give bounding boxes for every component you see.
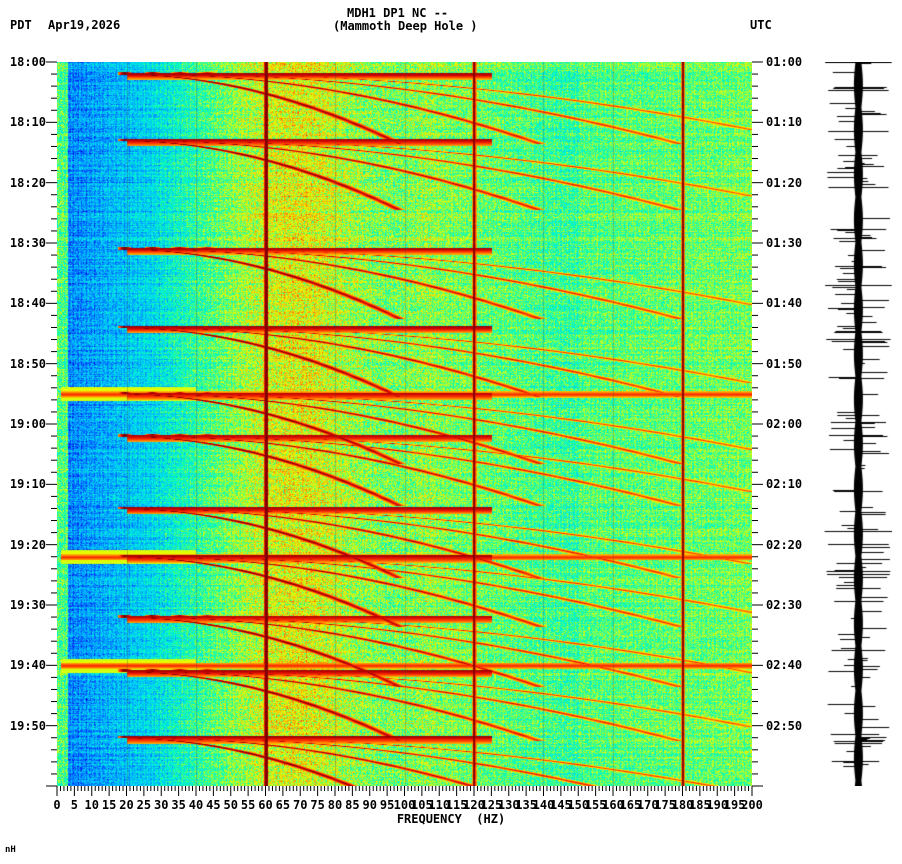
frequency-tick-label: 125 xyxy=(480,798,503,812)
frequency-tick-label: 180 xyxy=(671,798,694,812)
time-tick-label-utc: 01:00 xyxy=(766,55,803,69)
time-tick-label-utc: 02:40 xyxy=(766,658,803,673)
time-tick-label-pdt: 18:20 xyxy=(9,175,46,190)
frequency-tick-label: 95 xyxy=(379,798,395,812)
frequency-tick-label: 20 xyxy=(119,798,134,812)
frequency-tick-label: 5 xyxy=(70,798,78,812)
frequency-axis-title: FREQUENCY (HZ) xyxy=(396,812,506,826)
frequency-tick-label: 115 xyxy=(445,798,468,812)
time-tick-label-utc: 02:10 xyxy=(766,477,803,492)
frequency-tick-label: 25 xyxy=(136,798,152,812)
frequency-tick-label: 15 xyxy=(101,798,117,812)
station-title-line2: (Mammoth Deep Hole ) xyxy=(333,19,478,33)
timezone-label-right: UTC xyxy=(750,18,772,32)
frequency-tick-label: 100 xyxy=(393,798,416,812)
time-tick-label-pdt: 19:00 xyxy=(9,417,46,431)
frequency-tick-label: 185 xyxy=(689,798,711,812)
frequency-tick-label: 190 xyxy=(706,798,729,812)
frequency-tick-label: 55 xyxy=(240,798,256,812)
frequency-tick-label: 145 xyxy=(550,798,572,812)
time-tick-label-utc: 01:10 xyxy=(766,115,803,130)
time-tick-label-utc: 02:20 xyxy=(766,537,803,552)
frequency-tick-label: 0 xyxy=(53,798,61,812)
time-tick-label-utc: 02:30 xyxy=(766,598,803,612)
time-tick-label-utc: 01:50 xyxy=(766,356,803,371)
frequency-tick-label: 175 xyxy=(654,798,676,812)
time-tick-label-pdt: 18:40 xyxy=(9,296,46,311)
station-title-line1: MDH1 DP1 NC -- xyxy=(347,6,449,20)
frequency-tick-label: 195 xyxy=(723,798,746,812)
frequency-tick-label: 120 xyxy=(463,798,485,812)
frequency-tick-label: 155 xyxy=(584,798,607,812)
time-tick-label-utc: 02:50 xyxy=(766,718,803,733)
time-tick-label-utc: 01:30 xyxy=(766,236,803,250)
time-tick-label-pdt: 19:30 xyxy=(9,598,46,612)
corner-mark: nH xyxy=(5,845,16,855)
timezone-label-left: PDT xyxy=(10,18,32,32)
time-tick-label-pdt: 19:50 xyxy=(9,718,46,733)
time-tick-label-pdt: 19:20 xyxy=(9,537,46,552)
time-tick-label-pdt: 19:10 xyxy=(9,477,46,492)
frequency-tick-label: 170 xyxy=(636,798,659,812)
frequency-tick-label: 60 xyxy=(258,798,273,812)
seismogram-trace xyxy=(822,62,892,786)
frequency-tick-label: 110 xyxy=(428,798,451,812)
frequency-tick-label: 90 xyxy=(362,798,377,812)
time-tick-label-utc: 01:40 xyxy=(766,296,803,311)
time-tick-label-pdt: 18:30 xyxy=(9,236,46,250)
frequency-tick-label: 165 xyxy=(619,798,642,812)
frequency-tick-label: 85 xyxy=(345,798,360,812)
time-tick-label-pdt: 19:40 xyxy=(9,658,46,673)
time-tick-label-pdt: 18:50 xyxy=(9,356,46,371)
frequency-tick-label: 150 xyxy=(567,798,590,812)
time-tick-label-utc: 01:20 xyxy=(766,175,803,190)
frequency-tick-label: 160 xyxy=(602,798,624,812)
frequency-tick-label: 40 xyxy=(188,798,204,812)
frequency-tick-label: 135 xyxy=(515,798,537,812)
time-tick-label-pdt: 18:10 xyxy=(9,115,46,130)
spectrogram-canvas xyxy=(57,62,752,786)
time-tick-label-pdt: 18:00 xyxy=(9,55,46,69)
spectrogram-plot[interactable] xyxy=(57,62,752,786)
frequency-tick-label: 75 xyxy=(310,798,325,812)
frequency-tick-label: 65 xyxy=(275,798,291,812)
frequency-tick-label: 80 xyxy=(327,798,343,812)
frequency-tick-label: 105 xyxy=(411,798,433,812)
frequency-tick-label: 45 xyxy=(206,798,221,812)
frequency-tick-label: 140 xyxy=(532,798,555,812)
frequency-tick-label: 10 xyxy=(84,798,99,812)
frequency-tick-label: 35 xyxy=(171,798,186,812)
frequency-tick-label: 50 xyxy=(223,798,238,812)
frequency-tick-label: 130 xyxy=(497,798,520,812)
time-tick-label-utc: 02:00 xyxy=(766,417,803,431)
frequency-tick-label: 200 xyxy=(741,798,763,812)
date-label: Apr19,2026 xyxy=(48,18,121,32)
frequency-tick-label: 70 xyxy=(293,798,308,812)
frequency-tick-label: 30 xyxy=(154,798,169,812)
